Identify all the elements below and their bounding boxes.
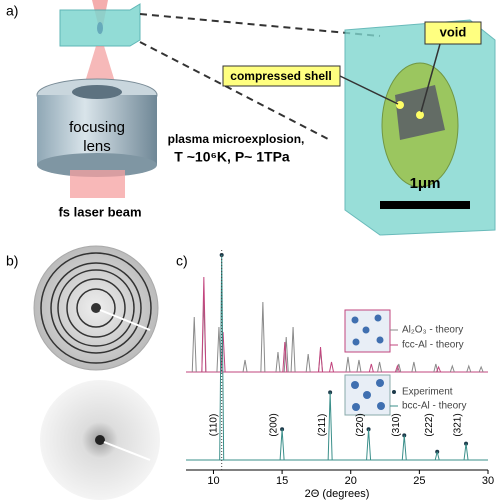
peak — [479, 367, 483, 372]
peak — [464, 444, 468, 460]
x-tick-label: 25 — [413, 475, 425, 487]
x-axis-label: 2Θ (degrees) — [305, 488, 370, 500]
peak-label: (200) — [269, 413, 280, 436]
panel-label: c) — [176, 253, 188, 269]
peak — [450, 366, 454, 372]
peak — [367, 429, 371, 460]
diffraction-patterns — [34, 246, 160, 500]
setup-illustration — [37, 0, 495, 235]
peak — [357, 360, 361, 372]
conditions: plasma microexplosion, — [168, 132, 305, 146]
peak-label: (211) — [317, 414, 328, 437]
peak-label: (310) — [391, 413, 402, 436]
legend-entry: Al₂O₃ - theory — [402, 325, 463, 336]
x-tick-label: 30 — [482, 475, 494, 487]
lens-label: lens — [83, 138, 111, 155]
legend-entry: bcc-Al - theory — [402, 401, 466, 412]
figure: a) b) c) focusing lens fs laser beam pla… — [0, 0, 500, 504]
peak — [192, 317, 196, 372]
callout: compressed shell — [230, 69, 331, 83]
peak — [306, 354, 310, 372]
x-tick-label: 15 — [276, 475, 288, 487]
peak-label: (321) — [453, 413, 464, 436]
peak — [276, 352, 280, 372]
x-tick-label: 20 — [345, 475, 357, 487]
peak-label: (222) — [424, 413, 435, 436]
scale-bar-label: 1μm — [410, 175, 441, 192]
x-tick-label: 10 — [207, 475, 219, 487]
peak-label: (110) — [208, 414, 219, 437]
beam-label: fs laser beam — [58, 204, 141, 219]
peak — [346, 357, 350, 372]
legend-entry: Experiment — [402, 387, 453, 398]
peak — [319, 347, 323, 372]
panel-label: a) — [6, 3, 18, 19]
legend-entry: fcc-Al - theory — [402, 340, 464, 351]
peak — [369, 364, 373, 372]
peak — [467, 366, 471, 372]
peak — [202, 277, 206, 372]
legend-icons — [345, 310, 390, 415]
peak — [291, 327, 295, 372]
peak — [330, 362, 334, 372]
lens-label: focusing — [69, 119, 125, 136]
legend-marker — [392, 390, 396, 394]
peak — [402, 435, 406, 460]
callout: void — [440, 24, 467, 39]
conditions: T ~10⁶K, P~ 1TPa — [174, 149, 290, 165]
panel-label: b) — [6, 253, 18, 269]
peak — [261, 302, 265, 372]
peak — [243, 360, 247, 372]
peak — [280, 429, 284, 460]
peak — [412, 362, 416, 372]
peak — [328, 392, 332, 460]
peak-label: (220) — [355, 413, 366, 436]
peak — [378, 362, 382, 372]
